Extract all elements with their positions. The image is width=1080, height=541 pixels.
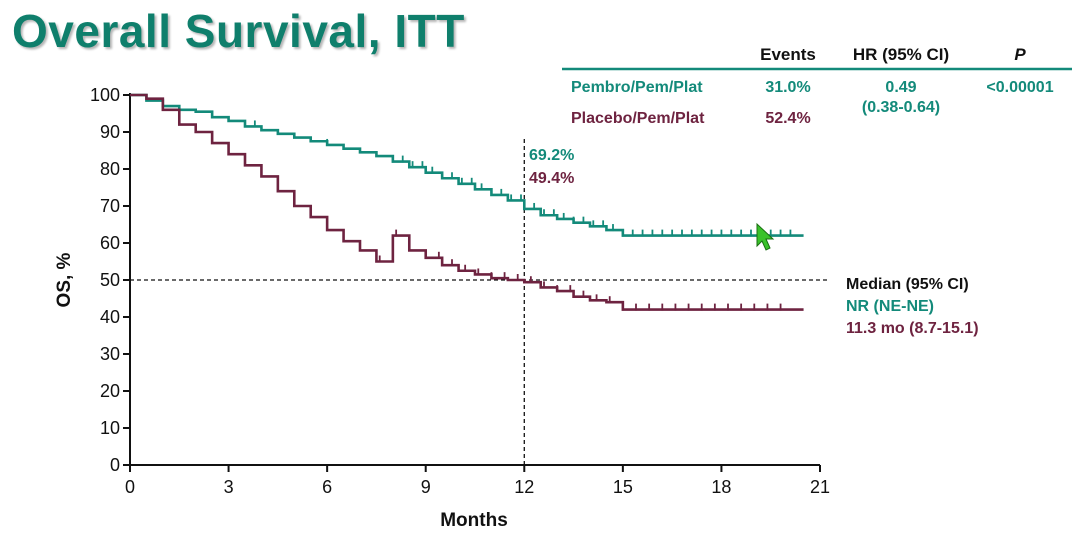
watermark: 啄啄肿瘤科 dr. woodpecker: [252, 242, 820, 361]
table-arm-pembro: Pembro/Pem/Plat: [571, 79, 703, 96]
x-tick-label: 12: [514, 477, 534, 497]
series-line-placebo: [130, 93, 804, 311]
table-header-hr: HR (95% CI): [853, 45, 949, 64]
y-tick-label: 0: [110, 455, 120, 475]
table-p-value: <0.00001: [986, 79, 1053, 96]
plot-area: 0 10 20 30 40 50 60 70 80 90 100 0 3 6 9 12 15 18 21: [90, 85, 830, 497]
watermark-text-en: dr. woodpecker: [392, 331, 820, 361]
x-axis-label: Months: [440, 510, 508, 531]
annotation-12mo-placebo: 49.4%: [529, 170, 574, 187]
y-tick-label: 100: [90, 85, 120, 105]
series-layer: [130, 93, 804, 311]
median-pembro: NR (NE-NE): [846, 298, 934, 315]
y-tick-label: 30: [100, 344, 120, 364]
y-tick-label: 60: [100, 233, 120, 253]
table-arm-placebo: Placebo/Pem/Plat: [571, 110, 705, 127]
x-tick-label: 18: [711, 477, 731, 497]
x-tick-label: 9: [421, 477, 431, 497]
median-placebo: 11.3 mo (8.7-15.1): [846, 320, 979, 337]
x-tick-label: 21: [810, 477, 830, 497]
series-line-pembro: [130, 93, 804, 237]
x-tick-label: 3: [224, 477, 234, 497]
y-axis-label: OS, %: [54, 252, 75, 307]
y-tick-label: 20: [100, 381, 120, 401]
median-header: Median (95% CI): [846, 276, 969, 293]
slide-title: Overall Survival, ITT: [12, 5, 465, 57]
y-tick-label: 40: [100, 307, 120, 327]
annotation-12mo-pembro: 69.2%: [529, 147, 574, 164]
y-tick-label: 50: [100, 270, 120, 290]
x-tick-label: 15: [613, 477, 633, 497]
table-header-events: Events: [760, 45, 816, 64]
table-header-p: P: [1014, 45, 1026, 64]
x-tick-label: 6: [322, 477, 332, 497]
y-tick-label: 70: [100, 196, 120, 216]
table-events-pembro: 31.0%: [765, 79, 810, 96]
y-tick-label: 90: [100, 122, 120, 142]
watermark-logo: [252, 242, 368, 358]
cursor-icon: [756, 222, 775, 251]
results-table: Events HR (95% CI) P Pembro/Pem/Plat 31.…: [562, 45, 1072, 127]
table-events-placebo: 52.4%: [765, 110, 810, 127]
y-tick-label: 10: [100, 418, 120, 438]
table-hr-value: 0.49: [885, 79, 916, 96]
table-hr-ci: (0.38-0.64): [862, 99, 940, 116]
x-tick-label: 0: [125, 477, 135, 497]
y-tick-label: 80: [100, 159, 120, 179]
